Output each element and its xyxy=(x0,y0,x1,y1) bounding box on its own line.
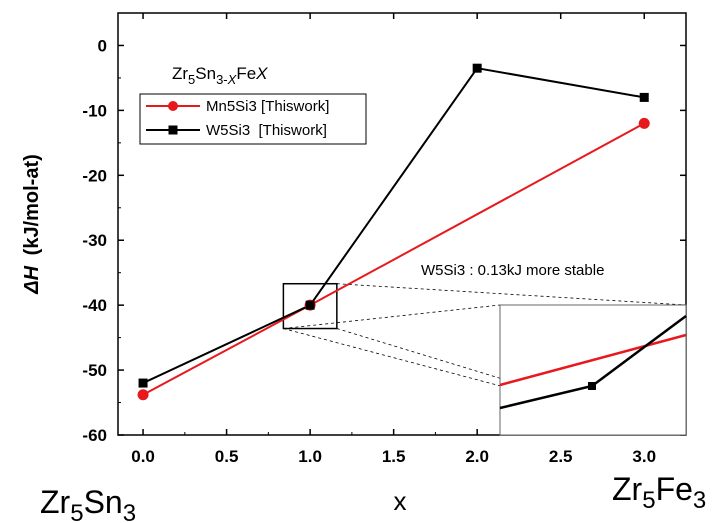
y-tick-label: -40 xyxy=(82,296,107,315)
series-point-1 xyxy=(138,378,148,388)
series xyxy=(137,63,650,401)
tick-labels: 0.0 0.5 1.0 1.5 2.0 2.5 3.0 0 -10 -20 -30 -40 -50 -60 xyxy=(82,36,656,466)
x-tick-label: 1.5 xyxy=(382,447,406,466)
plot-frame xyxy=(117,12,687,436)
x-end-label: Zr5Fe3 xyxy=(612,471,706,514)
series-line-1 xyxy=(142,67,645,384)
legend-marker-mn5si3 xyxy=(168,101,178,111)
inset-line-mn5si3 xyxy=(499,333,687,387)
legend: Zr5Sn3-XFeX Mn5Si3 [Thiswork] W5Si3 [Thi… xyxy=(139,64,367,145)
x-tick-label: 0.0 xyxy=(131,447,155,466)
series-point-0 xyxy=(137,389,149,401)
y-tick-label: -50 xyxy=(82,361,107,380)
zoom-guide-line xyxy=(336,283,687,306)
x-tick-label: 2.5 xyxy=(549,447,573,466)
series-point-1 xyxy=(305,300,315,310)
legend-title: Zr5Sn3-XFeX xyxy=(172,64,268,87)
series-point-1 xyxy=(472,63,482,73)
legend-label-w5si3: W5Si3 [Thiswork] xyxy=(206,122,327,139)
zoom-guide-line xyxy=(283,304,501,329)
y-tick-label: -20 xyxy=(82,166,107,185)
annotation-text: W5Si3 : 0.13kJ more stable xyxy=(421,262,604,279)
y-tick-label: -30 xyxy=(82,231,107,250)
x-axis-label: x xyxy=(394,486,407,516)
legend-box xyxy=(139,93,367,145)
legend-marker-w5si3 xyxy=(168,125,178,135)
x-tick-label: 2.0 xyxy=(465,447,489,466)
x-tick-label: 0.5 xyxy=(215,447,239,466)
x-tick-label: 3.0 xyxy=(632,447,656,466)
inset-frame xyxy=(499,304,687,436)
y-axis-label-symbol: ΔH xyxy=(21,265,43,294)
x-start-label: Zr5Sn3 xyxy=(40,484,136,523)
series-point-1 xyxy=(639,92,649,102)
legend-label-mn5si3: Mn5Si3 [Thiswork] xyxy=(206,98,329,115)
x-tick-label: 1.0 xyxy=(298,447,322,466)
y-tick-label: -10 xyxy=(82,101,107,120)
zoom-inset-panel xyxy=(499,304,687,436)
y-tick-label: 0 xyxy=(98,36,107,55)
zoom-box xyxy=(282,282,338,330)
series-point-0 xyxy=(638,117,650,129)
inset-point-w5si3 xyxy=(588,382,596,390)
y-axis-label-unit: (kJ/mol-at) xyxy=(21,154,43,255)
y-tick-label: -60 xyxy=(82,426,107,445)
y-axis-label: ΔH (kJ/mol-at) xyxy=(21,154,43,295)
